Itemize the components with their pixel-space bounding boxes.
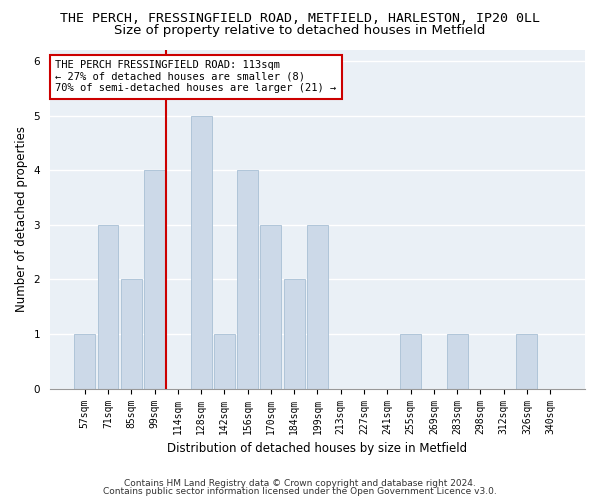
Text: THE PERCH FRESSINGFIELD ROAD: 113sqm
← 27% of detached houses are smaller (8)
70: THE PERCH FRESSINGFIELD ROAD: 113sqm ← 2… [55, 60, 337, 94]
Bar [144, 170, 165, 388]
Text: Size of property relative to detached houses in Metfield: Size of property relative to detached ho… [115, 24, 485, 37]
Bar [74, 334, 95, 388]
Bar [121, 280, 142, 388]
Text: Contains HM Land Registry data © Crown copyright and database right 2024.: Contains HM Land Registry data © Crown c… [124, 478, 476, 488]
Text: Contains public sector information licensed under the Open Government Licence v3: Contains public sector information licen… [103, 487, 497, 496]
Bar [214, 334, 235, 388]
Bar [237, 170, 258, 388]
Bar [98, 225, 118, 388]
Bar [307, 225, 328, 388]
Bar [191, 116, 212, 388]
Y-axis label: Number of detached properties: Number of detached properties [15, 126, 28, 312]
Bar [517, 334, 538, 388]
Text: THE PERCH, FRESSINGFIELD ROAD, METFIELD, HARLESTON, IP20 0LL: THE PERCH, FRESSINGFIELD ROAD, METFIELD,… [60, 12, 540, 26]
Bar [446, 334, 467, 388]
Bar [260, 225, 281, 388]
Bar [400, 334, 421, 388]
Bar [284, 280, 305, 388]
X-axis label: Distribution of detached houses by size in Metfield: Distribution of detached houses by size … [167, 442, 467, 455]
